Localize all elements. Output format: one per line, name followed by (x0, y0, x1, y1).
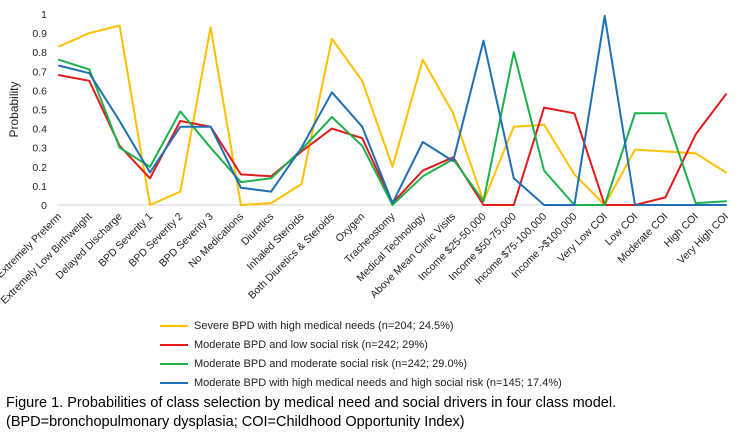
legend-label: Moderate BPD and moderate social risk (n… (194, 357, 468, 370)
legend-item: Moderate BPD and moderate social risk (n… (160, 354, 562, 373)
y-tick-label: 1 (41, 9, 47, 21)
y-tick-labels: 0 0.1 0.2 0.3 0.4 0.5 0.6 0.7 0.8 0.9 1 (32, 9, 47, 212)
legend-swatch (160, 343, 188, 346)
y-tick-label: 0.4 (32, 124, 47, 136)
figure-caption: Figure 1. Probabilities of class selecti… (6, 394, 750, 432)
legend-label: Severe BPD with high medical needs (n=20… (194, 319, 454, 332)
y-tick-label: 0.1 (32, 181, 47, 193)
series-line (58, 14, 727, 206)
line-chart: 0 0.1 0.2 0.3 0.4 0.5 0.6 0.7 0.8 0.9 1 Extremely … (0, 9, 731, 307)
series-line (58, 51, 727, 206)
series-lines (58, 14, 727, 206)
legend: Severe BPD with high medical needs (n=20… (160, 316, 562, 392)
y-tick-label: 0.2 (32, 162, 47, 174)
legend-item: Moderate BPD with high medical needs and… (160, 373, 562, 392)
legend-item: Moderate BPD and low social risk (n=242;… (160, 335, 562, 354)
legend-label: Moderate BPD and low social risk (n=242;… (194, 338, 428, 351)
y-tick-label: 0.5 (32, 105, 47, 117)
y-axis-title: Probability (7, 81, 21, 137)
y-tick-label: 0.9 (32, 28, 47, 40)
x-tick-label: No Medications (186, 211, 246, 271)
legend-swatch (160, 324, 188, 327)
y-tick-label: 0.7 (32, 66, 47, 78)
y-tick-label: 0.3 (32, 143, 47, 155)
y-tick-label: 0 (41, 200, 47, 212)
caption-line: Figure 1. Probabilities of class selecti… (6, 395, 617, 411)
legend-label: Moderate BPD with high medical needs and… (194, 376, 562, 389)
legend-swatch (160, 381, 188, 384)
series-line (58, 24, 727, 206)
legend-item: Severe BPD with high medical needs (n=20… (160, 316, 562, 335)
y-tick-label: 0.8 (32, 47, 47, 59)
caption-line: (BPD=bronchopulmonary dysplasia; COI=Chi… (6, 414, 465, 430)
legend-swatch (160, 362, 188, 365)
y-tick-label: 0.6 (32, 85, 47, 97)
